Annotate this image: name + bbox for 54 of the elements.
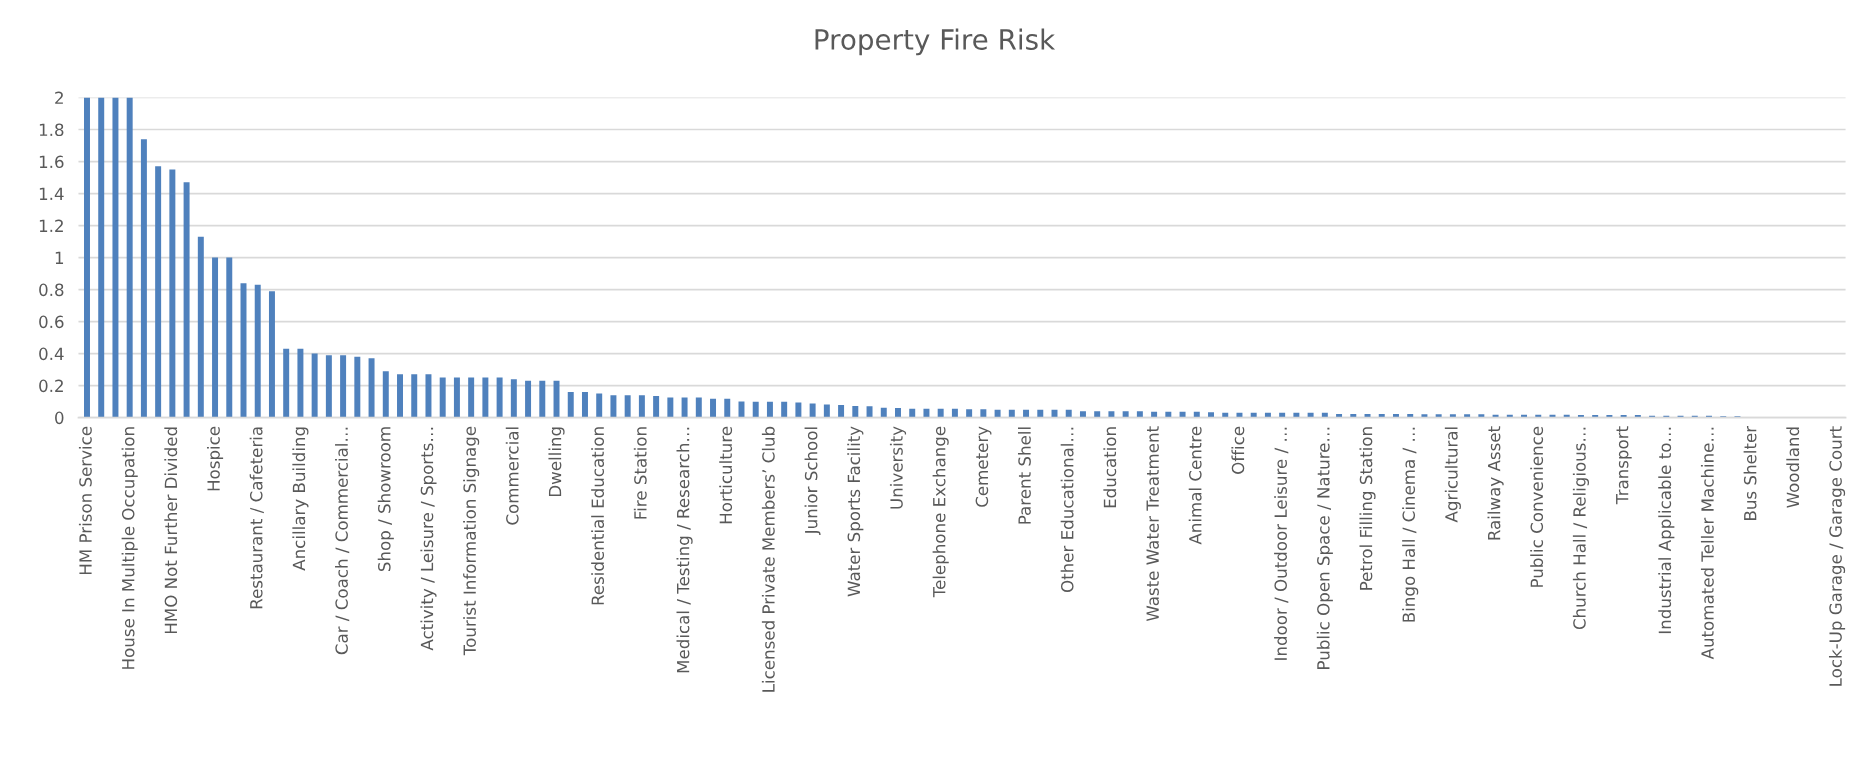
x-tick-label: Agricultural (1444, 427, 1461, 523)
x-tick-label: Church Hall / Religious… (1572, 427, 1590, 630)
x-tick-label: Other Educational… (1060, 427, 1074, 593)
y-tick-label: 0.8 (39, 283, 64, 297)
x-tick-label: Transport (1616, 426, 1632, 505)
x-tick-label: Water Sports Facility (847, 426, 864, 597)
x-tick-label: Shop / Showroom (377, 427, 394, 572)
x-tick-label: Residential Education (591, 427, 605, 605)
y-tick-label: 0.6 (39, 315, 64, 329)
x-tick-label: Animal Centre (1188, 426, 1202, 545)
x-tick-label: Horticulture (719, 426, 733, 524)
y-tick-label: 2 (55, 91, 63, 104)
x-tick-label: Hospice (206, 426, 224, 491)
x-tick-label: Medical / Testing / Research… (676, 427, 693, 673)
x-tick-label: HM Prison Service (78, 426, 92, 575)
x-tick-label: Licensed Private Members’ Club (761, 426, 775, 692)
x-tick-label: Telephone Exchange (932, 426, 949, 598)
x-tick-label: Industrial Applicable to… (1658, 427, 1675, 634)
x-tick-label: Fire Station (633, 427, 647, 519)
chart-title: Property Fire Risk (815, 28, 1056, 56)
x-tick-label: Junior School (804, 427, 821, 536)
x-tick-label: Waste Water Treatment (1146, 426, 1159, 622)
x-tick-label: Petrol Filling Station (1359, 427, 1376, 590)
x-tick-label: Parent Shell (1017, 427, 1031, 524)
x-tick-label: Office (1231, 426, 1245, 474)
x-tick-label: Railway Asset (1487, 426, 1504, 540)
x-tick-label: University (889, 426, 907, 509)
x-tick-label: Indoor / Outdoor Leisure / … (1274, 427, 1289, 660)
x-tick-label: Dwelling (548, 427, 565, 497)
x-tick-label: HMO Not Further Divided (164, 427, 178, 634)
x-tick-label: Cemetery (975, 426, 992, 507)
x-tick-label: Lock-Up Garage / Garage Court (1828, 426, 1846, 686)
y-tick-label: 1.8 (39, 123, 64, 137)
x-tick-label: Woodland (1786, 427, 1800, 508)
y-tick-label: 1.6 (39, 155, 64, 169)
y-tick-label: 1 (55, 251, 64, 264)
y-tick-label: 1.4 (39, 187, 64, 200)
y-tick-label: 0.2 (39, 379, 63, 393)
y-tick-label: 1.2 (39, 219, 63, 232)
x-tick-label: House In Multiple Occupation (121, 427, 138, 669)
x-tick-label: Restaurant / Cafeteria (249, 427, 264, 609)
x-tick-label: Automated Teller Machine… (1700, 427, 1714, 660)
x-tick-label: Education (1103, 427, 1117, 508)
x-tick-label: Activity / Leisure / Sports… (420, 427, 437, 651)
x-tick-label: Public Open Space / Nature… (1316, 427, 1333, 669)
x-tick-label: Bus Shelter (1743, 425, 1757, 520)
x-tick-label: Commercial (505, 427, 519, 525)
x-tick-label: Ancillary Building (292, 427, 309, 571)
y-tick-label: 0 (55, 411, 64, 425)
x-tick-label: Tourist Information Signage (463, 426, 480, 656)
x-tick-label: Car / Coach / Commercial… (335, 427, 350, 655)
y-tick-label: 0.4 (39, 347, 64, 361)
x-tick-label: Public Convenience (1530, 426, 1544, 587)
x-tick-label: Bingo Hall / Cinema / … (1402, 427, 1419, 622)
